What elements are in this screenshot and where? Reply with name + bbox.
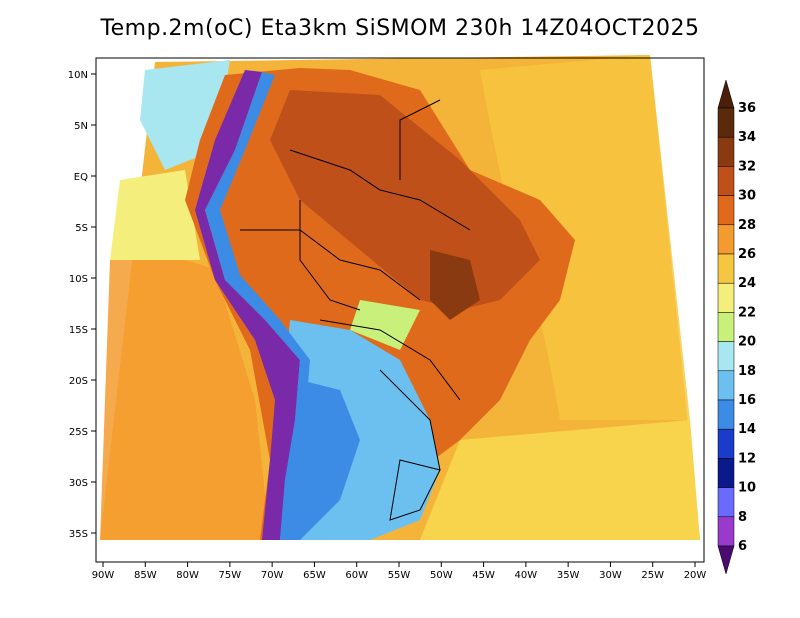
hot-interior <box>270 90 540 310</box>
country-borders <box>240 99 471 521</box>
lat-tick-label: 20S <box>69 376 88 387</box>
colorbar-swatch <box>717 399 735 430</box>
colorbar-label: 32 <box>738 159 756 174</box>
axes-box <box>95 57 705 563</box>
lat-tick-label: 30S <box>69 478 88 489</box>
lon-tick-label: 25W <box>641 570 664 581</box>
lon-tick-label: 70W <box>261 570 284 581</box>
colorbar-swatch <box>717 195 735 226</box>
longitude-ticks: 90W 85W 80W 75W 70W 65W 60W 55W 50W 45W 40W 35W 30W 2… <box>92 562 707 581</box>
lat-tick-label: 35S <box>69 529 88 540</box>
pacific-green-zone <box>110 170 200 260</box>
lon-tick-label: 35W <box>557 570 580 581</box>
lat-tick-label: 5S <box>75 223 88 234</box>
lon-tick-label: 60W <box>345 570 368 581</box>
colorbar-swatch <box>717 282 735 313</box>
andes-cold-ridge <box>195 70 300 540</box>
colorbar-label: 28 <box>738 218 756 233</box>
lat-tick-label: EQ <box>74 172 88 183</box>
colorbar-label: 26 <box>738 247 756 262</box>
colorbar-swatch <box>717 341 735 372</box>
colorbar-label: 36 <box>738 101 756 116</box>
colorbar-label: 6 <box>738 539 747 554</box>
colorbar-swatch <box>717 370 735 401</box>
lat-tick-label: 15S <box>69 325 88 336</box>
lon-tick-label: 80W <box>176 570 199 581</box>
lon-tick-label: 20W <box>684 570 707 581</box>
lon-tick-label: 50W <box>430 570 453 581</box>
colorbar-label: 8 <box>738 510 747 525</box>
lat-tick-label: 5N <box>74 121 88 132</box>
colorbar-swatch <box>717 253 735 284</box>
colorbar-swatch <box>717 428 735 459</box>
colorbar-label: 12 <box>738 451 756 466</box>
colorbar-label: 22 <box>738 305 756 320</box>
lat-tick-label: 10N <box>68 70 88 81</box>
lon-tick-label: 85W <box>134 570 157 581</box>
colorbar-swatch <box>717 487 735 518</box>
colorbar-label: 30 <box>738 189 756 204</box>
colorbar-swatch <box>717 107 735 138</box>
colorbar-label: 16 <box>738 393 756 408</box>
colorbar-swatch <box>717 136 735 167</box>
lat-tick-label: 10S <box>69 274 88 285</box>
colorbar-label: 34 <box>738 130 756 145</box>
lon-tick-label: 55W <box>388 570 411 581</box>
colorbar-swatch <box>717 312 735 342</box>
colorbar-label: 20 <box>738 335 756 350</box>
atlantic-zone <box>480 55 690 420</box>
andes-blue-edge <box>205 72 310 540</box>
colorbar-label: 18 <box>738 364 756 379</box>
colorbar-label: 14 <box>738 422 756 437</box>
lon-tick-label: 65W <box>303 570 326 581</box>
colorbar: 36 34 32 30 28 26 24 22 20 18 16 14 12 10 8 6 <box>717 79 756 575</box>
colorbar-top-arrow <box>717 79 735 109</box>
colorbar-label: 24 <box>738 276 756 291</box>
south-atlantic-zone <box>420 420 700 540</box>
colorbar-swatch <box>717 458 735 488</box>
coast-green-band <box>350 300 420 350</box>
lat-tick-label: 25S <box>69 427 88 438</box>
lon-tick-label: 45W <box>472 570 495 581</box>
lon-tick-label: 75W <box>219 570 242 581</box>
colorbar-swatch <box>717 224 735 255</box>
pacific-warm-zone <box>100 256 270 540</box>
lon-tick-label: 40W <box>515 570 538 581</box>
colorbar-swatch <box>717 516 735 547</box>
colorbar-bottom-arrow <box>717 545 735 575</box>
colorbar-label: 10 <box>738 481 756 496</box>
lon-tick-label: 30W <box>599 570 622 581</box>
map-frame <box>100 55 700 540</box>
latitude-ticks: 10N 5N EQ 5S 10S 15S 20S 25S 30S 35S <box>68 70 96 540</box>
map-title: Temp.2m(oC) Eta3km SiSMOM 230h 14Z04OCT2… <box>100 16 700 41</box>
lon-tick-label: 90W <box>92 570 115 581</box>
colorbar-swatch <box>717 166 735 196</box>
hottest-patches <box>430 250 480 320</box>
